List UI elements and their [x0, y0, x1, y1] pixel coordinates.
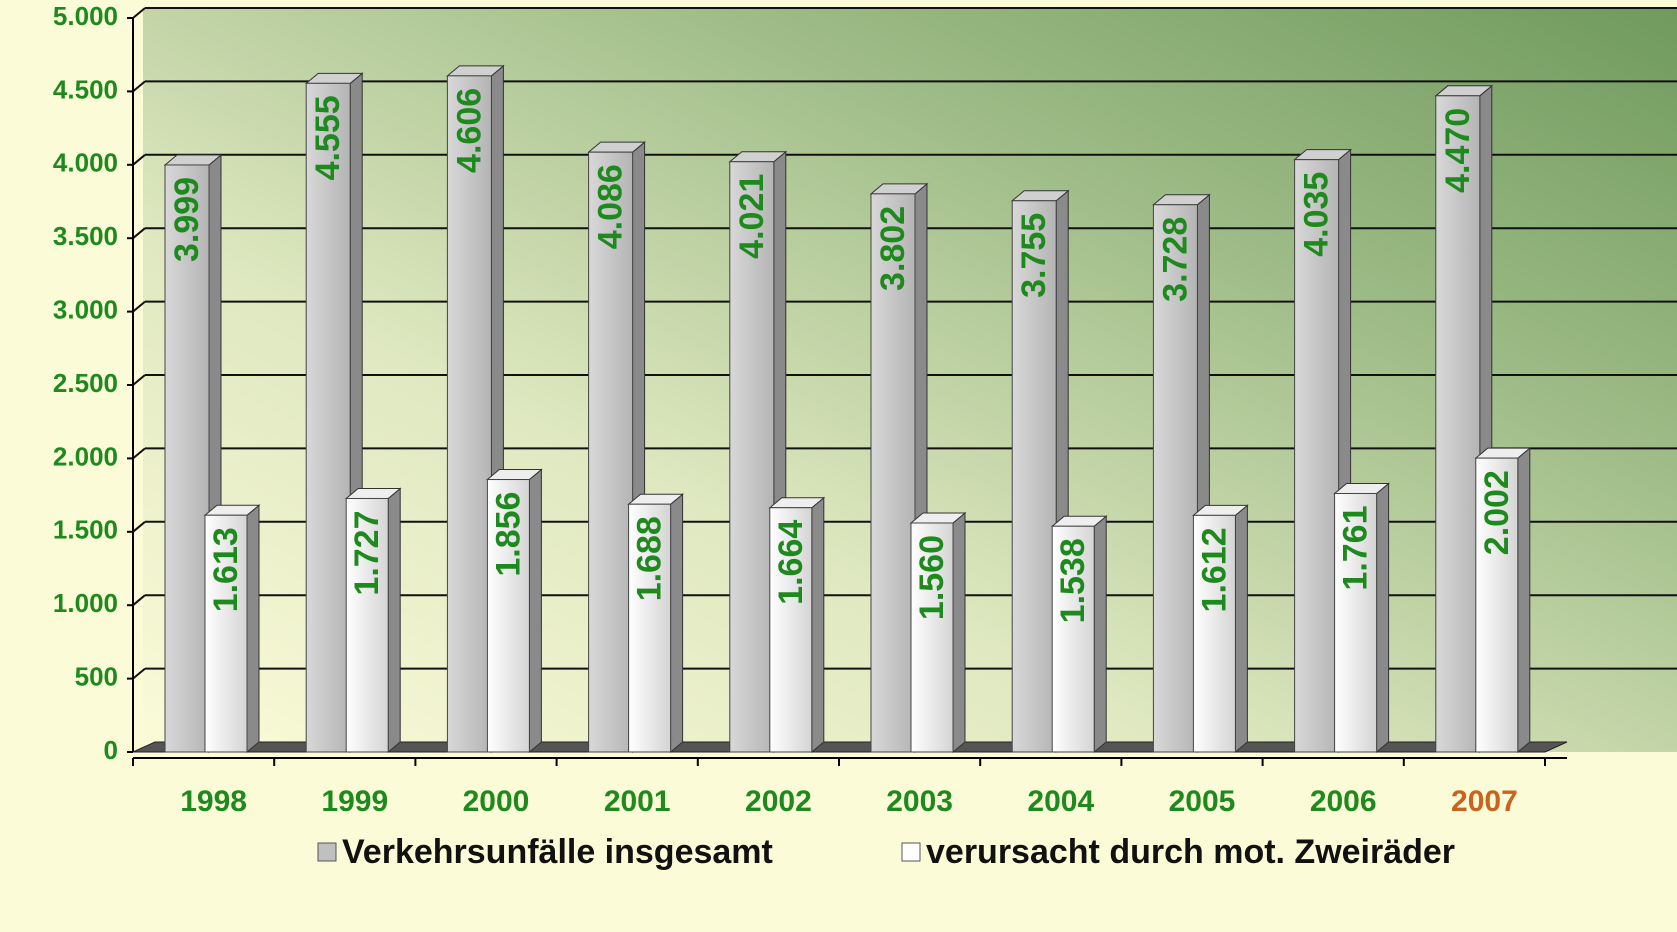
value-label: 2.002	[1478, 470, 1516, 555]
x-tick-label: 2002	[745, 785, 812, 818]
legend-swatch	[901, 842, 921, 862]
bar	[486, 479, 530, 753]
bar-side	[1093, 515, 1107, 754]
bar	[628, 503, 672, 753]
bar	[769, 507, 813, 753]
bar	[910, 522, 954, 753]
bar	[1011, 200, 1057, 753]
value-label: 1.538	[1054, 538, 1092, 623]
y-tick-label: 1.500	[53, 515, 118, 545]
x-tick-label: 2005	[1169, 785, 1236, 818]
grid-diag	[132, 521, 146, 533]
x-tick-label: 2004	[1027, 785, 1094, 818]
bar-side	[1234, 504, 1248, 754]
bar	[1192, 514, 1236, 753]
value-label: 3.755	[1015, 213, 1053, 298]
bar-side	[528, 468, 542, 754]
bar	[164, 164, 210, 753]
y-tick-label: 1.000	[53, 588, 118, 618]
x-tick-label: 2003	[886, 785, 953, 818]
value-label: 1.688	[631, 516, 669, 601]
bar	[305, 82, 351, 753]
legend-label: verursacht durch mot. Zweiräder	[926, 833, 1455, 871]
value-label: 1.856	[489, 492, 527, 577]
value-label: 1.612	[1195, 527, 1233, 612]
y-tick-label: 0	[104, 735, 118, 765]
bar-side	[1517, 447, 1531, 754]
grid-diag	[132, 227, 146, 239]
y-tick-label: 5.000	[53, 1, 118, 31]
bar	[1051, 525, 1095, 753]
y-tick-label: 2.000	[53, 441, 118, 471]
bar	[1294, 159, 1340, 753]
x-tick-label: 1998	[180, 785, 247, 818]
y-tick-label: 2.500	[53, 368, 118, 398]
bar	[870, 193, 916, 753]
value-label: 1.727	[348, 510, 386, 595]
value-label: 1.613	[207, 527, 245, 612]
value-label: 4.035	[1298, 172, 1336, 257]
y-tick-label: 3.500	[53, 221, 118, 251]
value-label: 4.470	[1439, 108, 1477, 193]
grid-diag	[132, 300, 146, 313]
y-tick-label: 4.000	[53, 148, 118, 178]
bar-side	[952, 511, 966, 754]
value-label: 3.999	[168, 177, 206, 262]
grid-diag	[132, 667, 146, 680]
x-tick-label: 2006	[1310, 785, 1377, 818]
grid-diag	[132, 447, 146, 460]
bar-side	[811, 496, 825, 754]
bar	[204, 514, 248, 753]
value-label: 1.761	[1337, 505, 1375, 590]
bar-side	[387, 487, 401, 754]
bar	[1334, 492, 1378, 753]
value-label: 3.802	[874, 206, 912, 291]
value-label: 4.606	[450, 88, 488, 173]
value-label: 1.664	[772, 520, 810, 605]
value-label: 4.021	[733, 174, 771, 259]
value-label: 1.560	[913, 535, 951, 620]
y-tick-label: 3.000	[53, 294, 118, 324]
bar	[446, 75, 492, 753]
bar	[1475, 457, 1519, 753]
bar-side	[1376, 482, 1390, 754]
legend-swatch	[317, 842, 337, 862]
legend-label: Verkehrsunfälle insgesamt	[342, 833, 773, 871]
bar	[588, 151, 634, 753]
value-label: 3.728	[1156, 217, 1194, 302]
x-tick-label: 2000	[463, 785, 530, 818]
value-label: 4.555	[309, 95, 347, 180]
x-tick-label: 2001	[604, 785, 671, 818]
bar	[1435, 95, 1481, 753]
bar-side	[670, 493, 684, 754]
y-tick-label: 4.500	[53, 74, 118, 104]
grid-diag	[132, 374, 146, 386]
bar	[345, 497, 389, 753]
bar	[729, 161, 775, 753]
bar-side	[246, 504, 260, 754]
value-label: 4.086	[592, 164, 630, 249]
grid-diag	[132, 594, 146, 606]
y-tick-label: 500	[75, 661, 118, 691]
grid-diag	[132, 80, 146, 93]
grid-diag	[132, 7, 146, 19]
x-tick-label: 1999	[321, 785, 388, 818]
grid-diag	[132, 154, 146, 166]
x-tick-label: 2007	[1451, 785, 1518, 818]
bar	[1152, 204, 1198, 753]
